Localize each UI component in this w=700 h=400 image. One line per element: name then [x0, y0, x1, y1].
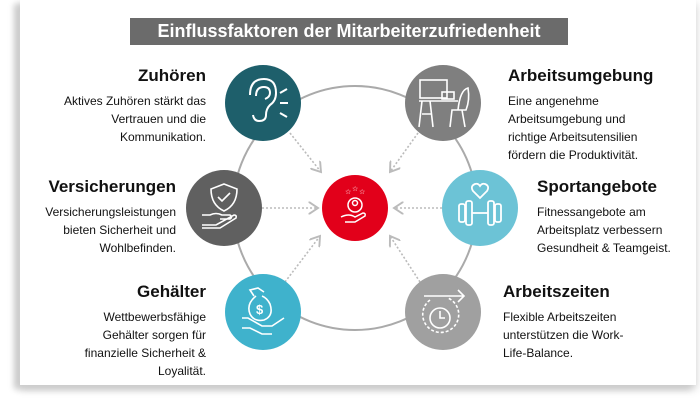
- factor-sportangebote: Sportangebote Fitnessangebote am Arbeits…: [537, 177, 697, 257]
- factor-heading: Arbeitsumgebung: [508, 66, 654, 85]
- factor-gehaelter: Gehälter Wettbewerbsfähige Gehälter sorg…: [46, 282, 206, 380]
- circle-versicherungen: [186, 170, 262, 246]
- arrows: [262, 132, 442, 283]
- circle-arbeitszeiten: [405, 274, 481, 350]
- page-title: Einflussfaktoren der Mitarbeiterzufriede…: [130, 18, 568, 45]
- factor-text: Wettbewerbsfähige Gehälter sorgen für fi…: [84, 310, 206, 378]
- factor-heading: Versicherungen: [48, 177, 176, 196]
- svg-text:☆: ☆: [352, 185, 358, 193]
- svg-text:$: $: [256, 302, 264, 317]
- factor-heading: Sportangebote: [537, 177, 657, 196]
- factor-heading: Arbeitszeiten: [503, 282, 610, 301]
- dumbbell-heart-icon: [458, 182, 502, 226]
- factor-text: Versicherungsleistungen bieten Sicherhei…: [45, 205, 176, 255]
- circle-gehaelter: $: [225, 274, 301, 350]
- factor-heading: Zuhören: [138, 66, 206, 85]
- factor-text: Aktives Zuhören stärkt das Vertrauen und…: [63, 94, 206, 144]
- circle-arbeitsumgebung: [405, 65, 481, 141]
- svg-text:☆: ☆: [359, 188, 365, 196]
- factor-heading: Gehälter: [137, 282, 206, 301]
- circle-zuhoeren: [225, 65, 301, 141]
- ear-icon: [249, 77, 288, 123]
- circle-sportangebote: [442, 170, 518, 246]
- center-circle: ☆ ☆ ☆: [322, 175, 388, 241]
- factor-arbeitszeiten: Arbeitszeiten Flexible Arbeitszeiten unt…: [503, 282, 653, 362]
- shield-hand-icon: [202, 183, 238, 229]
- desk-icon: [418, 79, 470, 128]
- hand-person-stars-icon: ☆ ☆ ☆: [340, 185, 366, 223]
- factor-text: Eine angenehme Arbeitsumgebung und richt…: [508, 94, 639, 162]
- money-hand-icon: $: [242, 287, 285, 335]
- factor-arbeitsumgebung: Arbeitsumgebung Eine angenehme Arbeitsum…: [508, 66, 658, 164]
- svg-text:☆: ☆: [345, 188, 351, 196]
- factor-text: Fitnessangebote am Arbeitsplatz verbesse…: [537, 205, 671, 255]
- factor-versicherungen: Versicherungen Versicherungsleistungen b…: [16, 177, 176, 257]
- clock-arrow-icon: [421, 289, 466, 334]
- factor-zuhoeren: Zuhören Aktives Zuhören stärkt das Vertr…: [16, 66, 206, 146]
- factor-text: Flexible Arbeitszeiten unterstützen die …: [503, 310, 624, 360]
